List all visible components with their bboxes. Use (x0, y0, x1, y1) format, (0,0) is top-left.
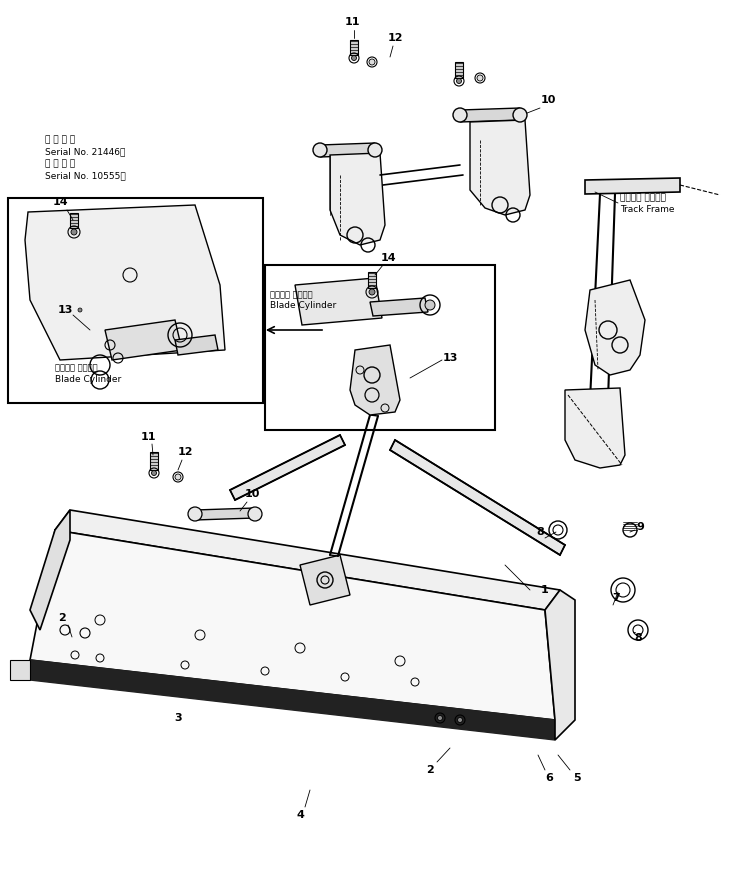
Circle shape (368, 143, 382, 157)
Circle shape (453, 108, 467, 122)
Text: 4: 4 (296, 810, 304, 820)
Text: 5: 5 (574, 773, 581, 783)
Polygon shape (300, 555, 350, 605)
Text: Serial No. 10555～: Serial No. 10555～ (45, 171, 126, 181)
Text: 12: 12 (178, 447, 192, 457)
Polygon shape (230, 435, 345, 500)
Text: ブレード シリンダ: ブレード シリンダ (270, 291, 312, 299)
Text: 9: 9 (636, 522, 644, 532)
Bar (8, 198, 263, 403)
Polygon shape (545, 590, 575, 740)
Text: 3: 3 (174, 713, 182, 723)
Text: 11: 11 (141, 432, 155, 442)
Text: 12: 12 (387, 33, 403, 43)
Text: 適 用 号 機: 適 用 号 機 (45, 135, 75, 145)
Text: 14: 14 (53, 197, 68, 207)
Polygon shape (390, 440, 565, 555)
Text: 8: 8 (536, 527, 544, 537)
Text: 8: 8 (634, 633, 642, 643)
Circle shape (513, 108, 527, 122)
Text: 10: 10 (244, 489, 260, 499)
Polygon shape (70, 213, 78, 228)
Polygon shape (470, 120, 530, 215)
Polygon shape (585, 280, 645, 375)
Polygon shape (460, 108, 520, 122)
Text: Track Frame: Track Frame (620, 205, 674, 215)
Text: 10: 10 (540, 95, 556, 105)
Circle shape (369, 289, 375, 295)
Circle shape (152, 471, 156, 476)
Circle shape (477, 75, 483, 81)
Polygon shape (10, 660, 30, 680)
Polygon shape (370, 298, 428, 316)
Text: 11: 11 (344, 17, 360, 27)
Circle shape (352, 56, 357, 60)
Text: 2: 2 (426, 765, 434, 775)
Circle shape (175, 474, 181, 480)
Polygon shape (295, 278, 382, 325)
Bar (265, 265, 495, 430)
Text: トラック フレーム: トラック フレーム (620, 194, 666, 203)
Circle shape (313, 143, 327, 157)
Polygon shape (25, 205, 225, 360)
Text: 13: 13 (57, 305, 73, 315)
Polygon shape (368, 272, 376, 288)
Circle shape (425, 300, 435, 310)
Text: ブレード シリンダ: ブレード シリンダ (55, 363, 98, 373)
Polygon shape (565, 388, 625, 468)
Text: Serial No. 21446～: Serial No. 21446～ (45, 148, 125, 156)
Polygon shape (320, 143, 375, 157)
Polygon shape (330, 153, 385, 245)
Circle shape (369, 59, 375, 65)
Polygon shape (350, 345, 400, 415)
Circle shape (248, 507, 262, 521)
Polygon shape (150, 452, 158, 470)
Text: 1: 1 (541, 585, 549, 595)
Text: 2: 2 (58, 613, 66, 623)
Polygon shape (30, 510, 70, 630)
Polygon shape (175, 335, 218, 355)
Polygon shape (585, 178, 680, 194)
Circle shape (457, 718, 462, 723)
Polygon shape (30, 530, 555, 720)
Text: 6: 6 (545, 773, 553, 783)
Text: 14: 14 (380, 253, 396, 263)
Circle shape (457, 79, 462, 84)
Circle shape (71, 229, 77, 235)
Polygon shape (455, 62, 463, 78)
Polygon shape (195, 508, 255, 520)
Polygon shape (105, 320, 182, 360)
Text: 適 用 号 機: 適 用 号 機 (45, 160, 75, 168)
Circle shape (78, 308, 82, 312)
Polygon shape (30, 660, 555, 740)
Polygon shape (55, 510, 560, 610)
Circle shape (188, 507, 202, 521)
Text: 13: 13 (443, 353, 457, 363)
Text: Blade Cylinder: Blade Cylinder (55, 375, 121, 383)
Circle shape (437, 716, 443, 720)
Polygon shape (350, 40, 358, 55)
Text: Blade Cylinder: Blade Cylinder (270, 301, 336, 311)
Text: 7: 7 (612, 593, 620, 603)
